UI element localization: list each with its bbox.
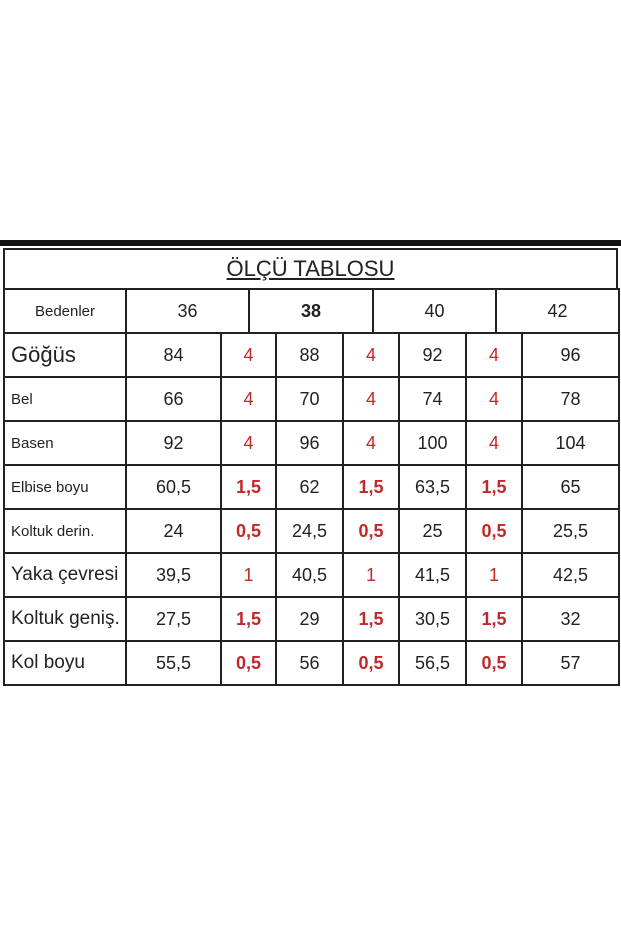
increment: 1,5 <box>220 596 277 642</box>
increment: 1,5 <box>220 464 277 510</box>
measurement: 55,5 <box>125 640 222 686</box>
measurement: 65 <box>521 464 620 510</box>
increment: 4 <box>220 332 277 378</box>
increment: 1,5 <box>465 596 523 642</box>
measurement: 104 <box>521 420 620 466</box>
measurement: 60,5 <box>125 464 222 510</box>
size-header: 38 <box>248 288 374 334</box>
measurement: 42,5 <box>521 552 620 598</box>
measurement: 56,5 <box>398 640 467 686</box>
measurement: 41,5 <box>398 552 467 598</box>
measurement: 40,5 <box>275 552 344 598</box>
measurement: 30,5 <box>398 596 467 642</box>
row-label: Koltuk geniş. <box>3 596 127 642</box>
top-bar <box>0 240 621 246</box>
measurement: 32 <box>521 596 620 642</box>
increment: 4 <box>465 376 523 422</box>
increment: 1,5 <box>465 464 523 510</box>
size-header: 40 <box>372 288 497 334</box>
measurement: 100 <box>398 420 467 466</box>
measurement: 63,5 <box>398 464 467 510</box>
measurement: 92 <box>125 420 222 466</box>
increment: 0,5 <box>220 640 277 686</box>
measurement: 92 <box>398 332 467 378</box>
increment: 1,5 <box>342 596 400 642</box>
row-label: Kol boyu <box>3 640 127 686</box>
increment: 4 <box>220 376 277 422</box>
measurement: 24,5 <box>275 508 344 554</box>
measurement: 24 <box>125 508 222 554</box>
size-header: 36 <box>125 288 250 334</box>
measurement: 56 <box>275 640 344 686</box>
row-label: Elbise boyu <box>3 464 127 510</box>
measurement: 96 <box>521 332 620 378</box>
measurement: 70 <box>275 376 344 422</box>
measurement: 39,5 <box>125 552 222 598</box>
increment: 0,5 <box>220 508 277 554</box>
measurement: 25 <box>398 508 467 554</box>
increment: 4 <box>342 420 400 466</box>
table-title: ÖLÇÜ TABLOSU <box>3 248 618 290</box>
row-label: Göğüs <box>3 332 127 378</box>
increment: 0,5 <box>342 508 400 554</box>
increment: 0,5 <box>465 640 523 686</box>
measurement: 27,5 <box>125 596 222 642</box>
increment: 4 <box>342 376 400 422</box>
row-label: Basen <box>3 420 127 466</box>
measurement: 62 <box>275 464 344 510</box>
measurement: 25,5 <box>521 508 620 554</box>
increment: 4 <box>465 332 523 378</box>
measurement: 57 <box>521 640 620 686</box>
increment: 1 <box>220 552 277 598</box>
row-label: Yaka çevresi <box>3 552 127 598</box>
row-label: Koltuk derin. <box>3 508 127 554</box>
header-label: Bedenler <box>3 288 127 334</box>
increment: 1,5 <box>342 464 400 510</box>
measurement: 66 <box>125 376 222 422</box>
increment: 0,5 <box>465 508 523 554</box>
increment: 1 <box>465 552 523 598</box>
row-label: Bel <box>3 376 127 422</box>
size-header: 42 <box>495 288 620 334</box>
increment: 4 <box>342 332 400 378</box>
increment: 1 <box>342 552 400 598</box>
increment: 0,5 <box>342 640 400 686</box>
measurement: 29 <box>275 596 344 642</box>
measurement: 96 <box>275 420 344 466</box>
measurement: 74 <box>398 376 467 422</box>
increment: 4 <box>220 420 277 466</box>
measurement: 88 <box>275 332 344 378</box>
increment: 4 <box>465 420 523 466</box>
measurement: 84 <box>125 332 222 378</box>
measurement: 78 <box>521 376 620 422</box>
